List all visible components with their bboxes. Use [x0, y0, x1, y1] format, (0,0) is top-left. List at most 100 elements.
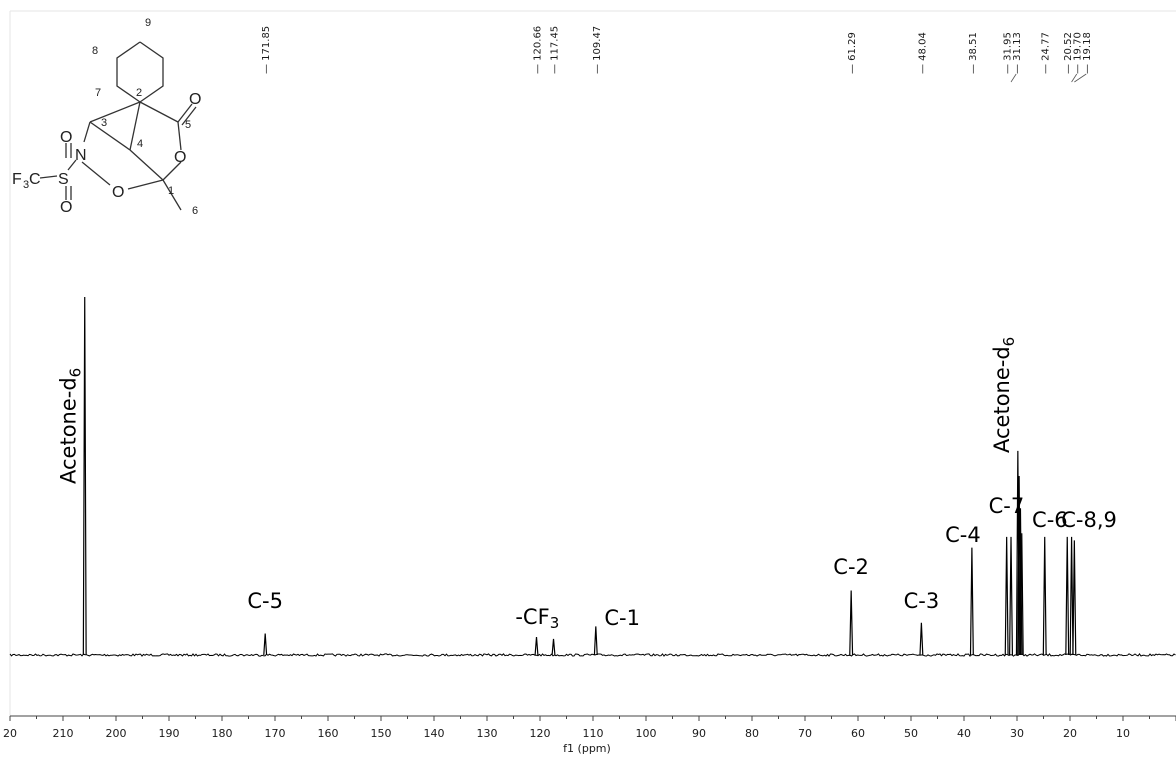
x-tick-label: 100: [636, 727, 657, 740]
peak-list-leader: [1074, 73, 1087, 83]
bond-c2-c3: [89, 101, 141, 123]
bond-c1-c6: [162, 179, 182, 211]
x-tick-label: 20: [3, 727, 17, 740]
peak-list-label: — 120.66: [533, 26, 544, 74]
x-tick-label: 110: [583, 727, 604, 740]
peak-list-label: — 61.29: [847, 32, 858, 74]
peak-annotation: C-4: [945, 523, 981, 547]
peak-list-label: — 19.70: [1073, 32, 1084, 74]
peak-annotation: C-8,9: [1061, 508, 1117, 532]
bond-c5-o-carbonyl-double: [181, 106, 197, 126]
bond-o-c1b: [127, 179, 164, 190]
bond-n-o: [81, 161, 111, 186]
peak-annotation: C-2: [833, 555, 869, 579]
atom-n: N: [75, 147, 87, 164]
peak-list-label: — 31.95: [1003, 32, 1014, 74]
spectrum-peak: [849, 590, 854, 656]
bond-c3-c4: [89, 121, 131, 151]
peak-list-label: — 117.45: [550, 26, 561, 74]
x-axis-tick-labels: 20 210 200 190 180 170 160 150 140 130 120 110 100 90…: [3, 727, 1130, 740]
bond-c5-o-carbonyl: [177, 103, 193, 123]
atom-num-8: 8: [92, 45, 98, 57]
x-tick-label: 20: [1063, 727, 1077, 740]
peak-list-label: — 19.18: [1082, 32, 1093, 74]
peak-list-leader: [1071, 73, 1078, 83]
peak-annotation: C-5: [247, 589, 283, 613]
spectrum-peak: [1009, 536, 1014, 656]
spectrum-peaks: [82, 296, 1077, 656]
peak-list-label: — 109.47: [592, 26, 603, 74]
x-tick-label: 170: [265, 727, 286, 740]
bond-c2-c4: [129, 101, 141, 151]
atom-num-3: 3: [101, 117, 107, 129]
x-tick-label: 40: [957, 727, 971, 740]
spectrum-peak: [263, 633, 268, 656]
atom-o-ring: O: [112, 184, 124, 201]
peak-list-label: — 24.77: [1041, 32, 1052, 74]
peak-list: — 171.85 — 120.66 — 117.45 — 109.47 — 61.29 —…: [261, 26, 1093, 83]
spectrum-peak: [1069, 536, 1074, 656]
x-tick-label: 80: [745, 727, 759, 740]
atom-num-2: 2: [136, 87, 142, 99]
peak-list-label: — 171.85: [261, 26, 272, 74]
peak-list-label: — 48.04: [917, 32, 928, 74]
x-tick-label: 90: [692, 727, 706, 740]
bond-c5-o-ester: [177, 121, 182, 151]
x-tick-label: 210: [53, 727, 74, 740]
peak-list-label: — 31.13: [1012, 32, 1023, 74]
peak-annotation: C-6: [1032, 508, 1068, 532]
x-tick-label: 10: [1116, 727, 1130, 740]
atom-f-subscript: 3: [23, 179, 29, 191]
peak-annotations: C-5 C-1 C-2 C-3 C-4 C-7 C-6C-8,9 -CF3 Acetone-d6…: [57, 337, 1117, 632]
spectrum-trace: [9, 653, 1176, 657]
structure-labels: 9 8 7 2 3 4 5 O O N O 1 6 S O O F 3 C: [12, 17, 201, 217]
bond-c-s: [39, 175, 58, 179]
spectrum-peak: [1065, 536, 1070, 656]
bond-n-s: [67, 159, 77, 171]
spectrum-peak: [919, 622, 924, 656]
x-axis-label: f1 (ppm): [563, 742, 611, 755]
x-tick-label: 140: [424, 727, 445, 740]
peak-list-label: — 20.52: [1063, 32, 1074, 74]
x-tick-label: 30: [1010, 727, 1024, 740]
x-tick-label: 50: [904, 727, 918, 740]
x-tick-label: 120: [530, 727, 551, 740]
spectrum-peak: [1019, 533, 1024, 656]
peak-annotation: C-7: [989, 494, 1025, 518]
solvent-annotation: Acetone-d6: [57, 368, 85, 484]
peak-list-label: — 38.51: [968, 32, 979, 74]
x-tick-label: 180: [212, 727, 233, 740]
atom-o-ester: O: [174, 149, 186, 166]
atom-o-sulfonyl-bottom: O: [60, 199, 72, 216]
x-tick-label: 200: [106, 727, 127, 740]
atom-num-9: 9: [145, 17, 151, 29]
atom-num-4: 4: [137, 138, 143, 150]
x-tick-label: 160: [318, 727, 339, 740]
solvent-annotation: Acetone-d6: [990, 337, 1018, 453]
x-tick-label: 130: [477, 727, 498, 740]
peak-list-leader: [1010, 73, 1017, 83]
atom-num-7: 7: [95, 87, 101, 99]
x-tick-label: 70: [798, 727, 812, 740]
peak-annotation: C-1: [604, 606, 640, 630]
cf3-annotation: -CF3: [515, 605, 559, 632]
x-tick-label: 60: [851, 727, 865, 740]
bond-c4-c1: [129, 149, 164, 181]
atom-c-cf3: C: [29, 171, 41, 188]
spectrum-peak: [969, 547, 974, 656]
atom-o-sulfonyl-top: O: [60, 129, 72, 146]
bond-c3-n: [83, 121, 91, 143]
atom-num-1: 1: [168, 185, 174, 197]
x-tick-label: 150: [371, 727, 392, 740]
chemical-structure: [39, 41, 197, 211]
spectrum-peak: [534, 637, 539, 656]
atom-o-carbonyl: O: [189, 91, 201, 108]
atom-num-6: 6: [192, 205, 198, 217]
atom-f: F: [12, 171, 22, 188]
atom-num-5: 5: [185, 119, 191, 131]
spectrum-peak: [1042, 536, 1047, 656]
peak-annotation: C-3: [904, 589, 940, 613]
bond-o-c1: [162, 161, 182, 181]
bond-c2-c5: [139, 101, 179, 123]
